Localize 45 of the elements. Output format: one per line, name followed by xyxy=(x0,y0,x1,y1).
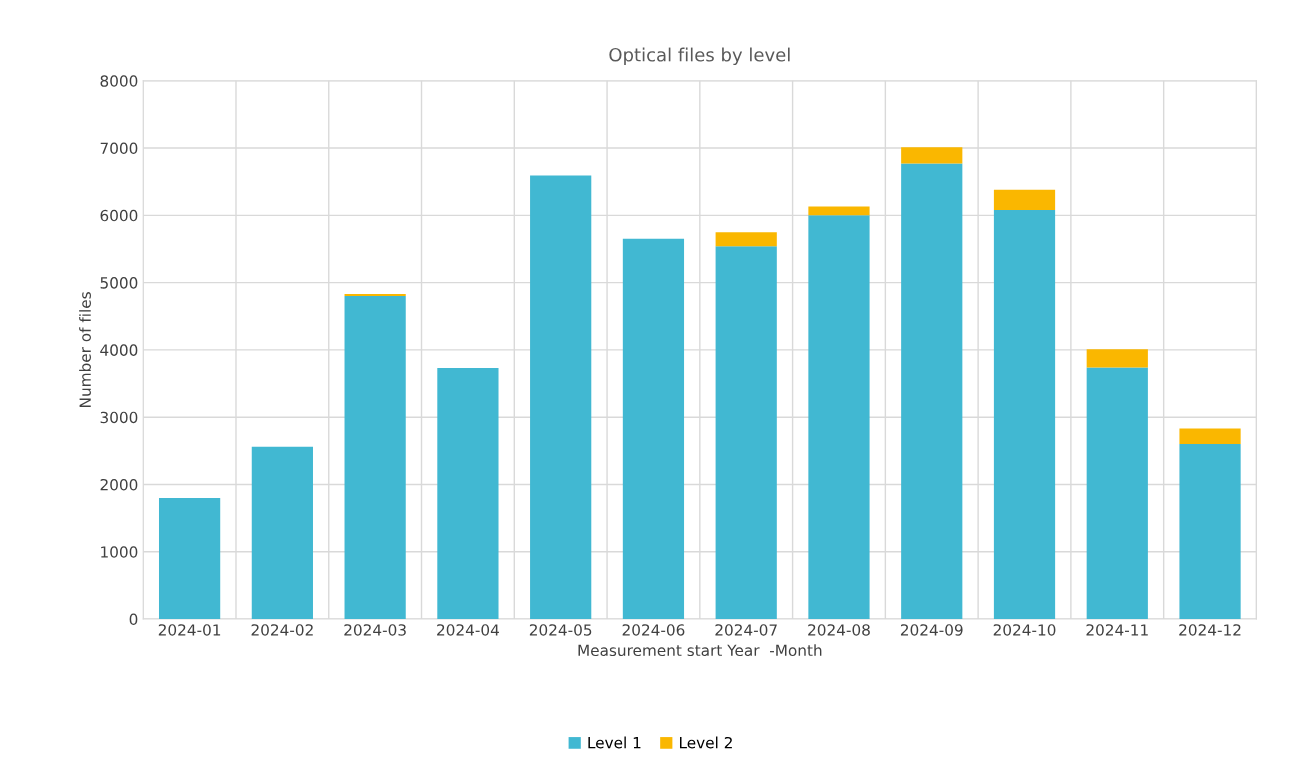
bar xyxy=(808,206,870,216)
x-tick-label: 2024-09 xyxy=(900,624,963,636)
x-tick-label: 2024-03 xyxy=(344,624,406,636)
bar xyxy=(1179,428,1241,445)
x-tick-label: 2024-01 xyxy=(158,624,221,636)
x-tick-label: 2024-07 xyxy=(715,624,777,636)
bar xyxy=(901,163,963,620)
x-axis-title: Measurement start Year -Month xyxy=(578,644,822,657)
legend-label: Level 1 xyxy=(588,736,641,749)
bar xyxy=(344,296,406,620)
bar xyxy=(993,189,1056,210)
bar xyxy=(1086,367,1148,620)
y-axis-title: Number of files xyxy=(79,292,91,407)
y-tick-label: 4000 xyxy=(100,344,138,356)
legend-label: Level 2 xyxy=(680,736,732,749)
x-tick-label: 2024-05 xyxy=(529,624,592,636)
bar xyxy=(344,294,406,297)
bar xyxy=(1086,349,1148,368)
y-tick-label: 7000 xyxy=(100,142,138,155)
y-tick-label: 6000 xyxy=(100,209,138,222)
y-tick-label: 2000 xyxy=(100,478,138,491)
x-tick-label: 2024-10 xyxy=(993,624,1056,636)
bar xyxy=(530,175,592,620)
bar xyxy=(901,147,963,164)
x-tick-label: 2024-06 xyxy=(622,624,685,636)
bar xyxy=(622,238,685,620)
bar xyxy=(993,209,1056,620)
bar xyxy=(715,232,777,247)
bar xyxy=(715,246,777,620)
y-tick-label: 0 xyxy=(129,613,138,626)
y-tick-label: 5000 xyxy=(100,277,138,289)
x-tick-label: 2024-04 xyxy=(437,624,499,636)
bar xyxy=(808,215,870,620)
x-tick-label: 2024-12 xyxy=(1179,624,1241,636)
x-tick-label: 2024-02 xyxy=(251,624,313,636)
bar xyxy=(251,446,313,620)
chart-title: Optical files by level xyxy=(609,47,790,66)
y-tick-label: 3000 xyxy=(100,411,138,424)
bar xyxy=(158,497,221,620)
y-tick-label: 8000 xyxy=(100,75,138,87)
bar xyxy=(437,368,499,620)
y-tick-label: 1000 xyxy=(101,546,138,558)
bar xyxy=(1179,444,1241,620)
x-tick-label: 2024-11 xyxy=(1086,624,1148,636)
x-tick-label: 2024-08 xyxy=(808,624,870,636)
